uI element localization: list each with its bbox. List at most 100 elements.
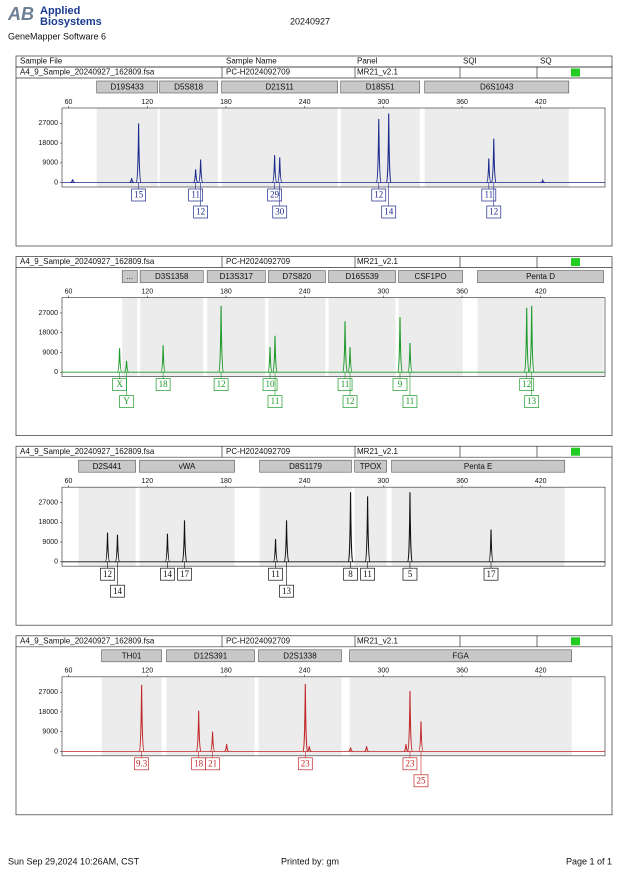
peak bbox=[418, 721, 424, 752]
marker-name: vWA bbox=[179, 462, 196, 471]
sample-name: PC-H2024092709 bbox=[226, 447, 291, 456]
peak bbox=[70, 179, 75, 184]
allele-box bbox=[213, 378, 229, 391]
allele-bin bbox=[354, 487, 387, 567]
marker-name: D12S391 bbox=[194, 651, 228, 660]
allele-bin bbox=[268, 297, 326, 377]
allele-label: 12 bbox=[522, 379, 531, 389]
peak bbox=[528, 305, 535, 373]
peak bbox=[342, 321, 348, 373]
y-tick-label: 27000 bbox=[39, 499, 59, 506]
allele-label: 12 bbox=[217, 379, 226, 389]
panel-name: MR21_v2.1 bbox=[357, 68, 398, 77]
footer-printed: Printed by: gm bbox=[281, 856, 339, 866]
x-tick-label: 120 bbox=[141, 478, 153, 485]
allele-bin bbox=[96, 108, 158, 187]
allele-label: 12 bbox=[346, 396, 355, 406]
allele-bin bbox=[424, 108, 569, 187]
peak bbox=[407, 343, 413, 373]
y-tick-label: 18000 bbox=[39, 140, 59, 147]
marker-name: D21S11 bbox=[265, 83, 294, 92]
panel-name: MR21_v2.1 bbox=[357, 257, 398, 266]
allele-bin bbox=[139, 487, 235, 567]
marker-name: D13S317 bbox=[220, 272, 254, 281]
brand: Applied bbox=[40, 5, 80, 17]
allele-label: 11 bbox=[341, 379, 350, 389]
allele-bin bbox=[140, 297, 204, 377]
allele-label: 14 bbox=[113, 586, 123, 596]
x-tick-label: 420 bbox=[535, 99, 547, 106]
allele-label: 18 bbox=[159, 379, 169, 389]
x-tick-label: 60 bbox=[65, 478, 73, 485]
allele-box bbox=[402, 567, 418, 581]
allele-box bbox=[134, 757, 149, 771]
x-tick-label: 420 bbox=[535, 478, 547, 485]
marker-name: ... bbox=[126, 272, 133, 281]
peak bbox=[306, 746, 312, 752]
allele-box bbox=[483, 567, 499, 581]
allele-label: 17 bbox=[180, 569, 190, 579]
allele-bin bbox=[258, 676, 342, 756]
allele-label: 14 bbox=[384, 207, 394, 217]
peak bbox=[486, 158, 492, 184]
allele-box bbox=[100, 567, 115, 581]
footer-page: Page 1 of 1 bbox=[566, 856, 612, 866]
allele-label: 5 bbox=[408, 569, 413, 579]
marker-box bbox=[101, 649, 162, 663]
sq-flag bbox=[571, 68, 580, 77]
peak bbox=[276, 157, 283, 184]
peak bbox=[193, 169, 199, 184]
allele-box bbox=[413, 774, 429, 788]
peak bbox=[397, 317, 403, 373]
allele-box bbox=[371, 188, 387, 202]
allele-box bbox=[481, 188, 497, 202]
allele-box bbox=[267, 188, 282, 202]
allele-box bbox=[262, 378, 278, 391]
allele-box bbox=[268, 567, 283, 581]
marker-box bbox=[398, 270, 463, 283]
allele-bin bbox=[159, 108, 218, 187]
panel-name: MR21_v2.1 bbox=[357, 447, 398, 456]
allele-label: 21 bbox=[208, 758, 217, 768]
column-header: Panel bbox=[357, 57, 378, 66]
x-tick-label: 360 bbox=[456, 288, 468, 295]
marker-box bbox=[139, 459, 235, 473]
marker-box bbox=[268, 270, 326, 283]
marker-name: D5S818 bbox=[174, 83, 203, 92]
allele-bin bbox=[166, 676, 255, 756]
plot-frame bbox=[61, 676, 606, 757]
y-tick-label: 0 bbox=[54, 369, 58, 376]
allele-label: 15 bbox=[134, 190, 144, 200]
x-tick-label: 60 bbox=[65, 288, 73, 295]
marker-name: FGA bbox=[452, 651, 469, 660]
x-tick-label: 300 bbox=[377, 668, 389, 675]
peak bbox=[181, 520, 188, 563]
y-tick-label: 9000 bbox=[42, 729, 58, 736]
column-header: SQI bbox=[463, 57, 477, 66]
allele-box bbox=[155, 378, 171, 391]
allele-label: 8 bbox=[348, 569, 353, 579]
plot-frame bbox=[61, 486, 606, 567]
peak bbox=[347, 347, 353, 373]
allele-label: 12 bbox=[103, 569, 112, 579]
y-tick-label: 27000 bbox=[39, 689, 59, 696]
allele-bin bbox=[259, 487, 352, 567]
panel-name: MR21_v2.1 bbox=[357, 636, 398, 645]
marker-box bbox=[424, 80, 570, 94]
allele-box bbox=[272, 205, 288, 219]
marker-name: TPOX bbox=[360, 462, 382, 471]
allele-bin bbox=[398, 297, 463, 377]
sample-name: PC-H2024092709 bbox=[226, 68, 291, 77]
allele-box bbox=[177, 567, 192, 581]
allele-box bbox=[342, 395, 358, 408]
column-header-row bbox=[15, 55, 613, 68]
x-tick-label: 240 bbox=[299, 668, 311, 675]
allele-box bbox=[402, 395, 418, 408]
report-title: 20240927 bbox=[290, 16, 330, 26]
allele-bin bbox=[328, 297, 396, 377]
peak bbox=[407, 492, 413, 563]
x-tick-label: 240 bbox=[299, 99, 311, 106]
x-tick-label: 180 bbox=[220, 478, 232, 485]
marker-name: Penta D bbox=[526, 272, 555, 281]
